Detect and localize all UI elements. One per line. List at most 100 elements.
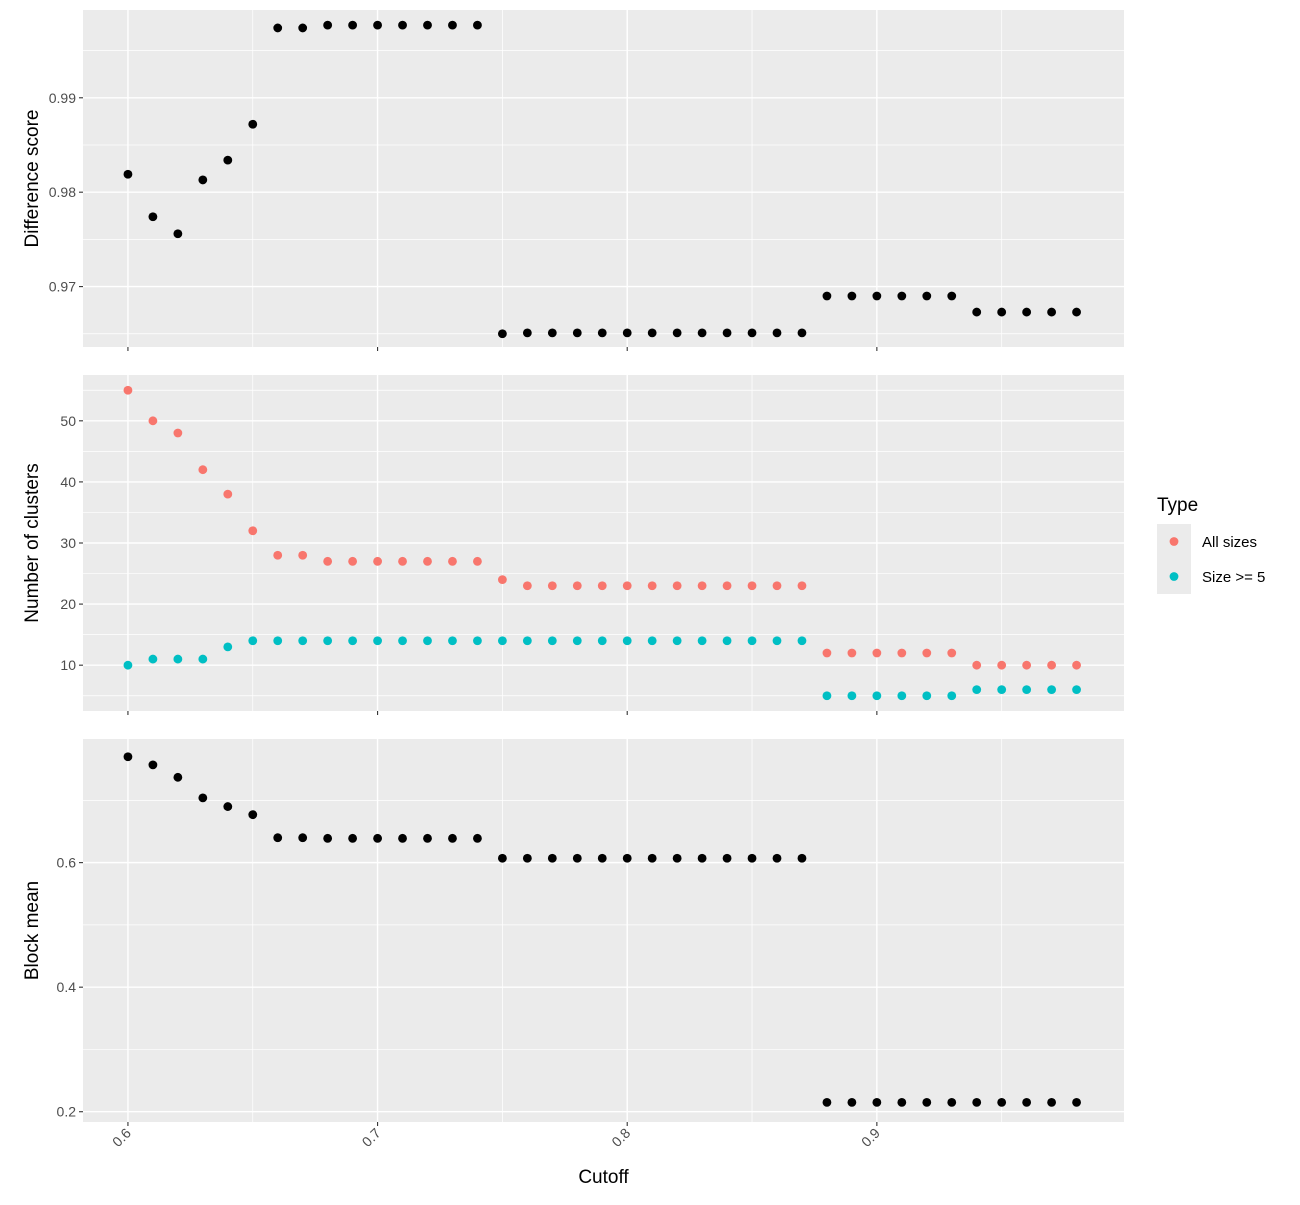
data-point <box>822 291 832 301</box>
data-point <box>747 328 757 338</box>
data-point <box>547 328 557 338</box>
data-point <box>423 556 432 566</box>
data-point <box>547 636 557 646</box>
data-point <box>123 752 133 762</box>
data-point <box>997 685 1007 695</box>
x-tick-label-0-9: 0.9 <box>858 1125 883 1150</box>
y-tick-label-0-2: 0.2 <box>57 1104 77 1120</box>
y-tick-label-0-99: 0.99 <box>49 90 76 106</box>
data-point <box>797 853 807 863</box>
data-point <box>123 660 133 670</box>
y-tick-label-30: 30 <box>60 535 76 551</box>
data-point <box>747 581 757 591</box>
data-point <box>198 175 208 185</box>
data-point <box>497 636 507 646</box>
data-point <box>323 20 333 30</box>
data-point <box>947 291 957 301</box>
data-point <box>922 1097 932 1107</box>
data-point <box>797 328 807 338</box>
data-point <box>123 385 133 395</box>
data-point <box>672 853 682 863</box>
data-point <box>198 654 208 664</box>
data-point <box>398 20 407 30</box>
data-point <box>722 328 732 338</box>
panel-1: 0.97 0.98 0.99 Difference score <box>22 10 1124 351</box>
data-point <box>897 648 907 658</box>
data-point <box>672 328 682 338</box>
data-point <box>348 636 358 646</box>
data-point <box>1022 685 1032 695</box>
data-point <box>897 1097 907 1107</box>
data-point <box>173 654 183 664</box>
data-point <box>997 660 1007 670</box>
legend-key-all-sizes <box>1169 537 1179 546</box>
panel-background <box>83 10 1124 347</box>
data-point <box>1022 307 1032 317</box>
data-point <box>273 23 283 33</box>
data-point <box>423 636 432 646</box>
data-point <box>373 556 382 566</box>
data-point <box>348 556 358 566</box>
data-point <box>348 833 358 843</box>
data-point <box>473 20 482 30</box>
data-point <box>248 526 258 536</box>
series-3-1 <box>123 752 1081 1107</box>
data-point <box>148 212 158 222</box>
data-point <box>622 636 632 646</box>
data-point <box>772 328 782 338</box>
y-tick-label-10: 10 <box>60 657 76 673</box>
data-point <box>872 691 882 701</box>
series-1-1 <box>123 20 1081 339</box>
data-point <box>473 556 482 566</box>
data-point <box>847 691 857 701</box>
data-point <box>897 291 907 301</box>
data-point <box>872 291 882 301</box>
data-point <box>522 328 532 338</box>
data-point <box>722 581 732 591</box>
data-point <box>373 636 382 646</box>
data-point <box>173 428 183 438</box>
data-point <box>772 853 782 863</box>
data-point <box>248 636 258 646</box>
legend: Type All sizes Size >= 5 <box>1157 495 1265 594</box>
x-axis-title: Cutoff <box>578 1167 629 1188</box>
data-point <box>298 550 308 560</box>
data-point <box>647 581 657 591</box>
data-point <box>572 328 582 338</box>
legend-title: Type <box>1157 495 1198 516</box>
data-point <box>997 1097 1007 1107</box>
data-point <box>922 691 932 701</box>
data-point <box>323 833 333 843</box>
data-point <box>348 20 358 30</box>
y-tick-label-0-97: 0.97 <box>49 279 76 295</box>
data-point <box>847 291 857 301</box>
data-point <box>198 465 208 475</box>
data-point <box>373 20 382 30</box>
data-point <box>547 853 557 863</box>
data-point <box>1022 1097 1032 1107</box>
data-point <box>672 581 682 591</box>
data-point <box>248 119 258 129</box>
legend-key-size-5 <box>1169 572 1179 581</box>
panel-background <box>83 739 1124 1122</box>
data-point <box>198 793 208 803</box>
data-point <box>148 654 158 664</box>
data-point <box>298 636 308 646</box>
data-point <box>223 155 233 165</box>
data-point <box>572 636 582 646</box>
x-tick-label-0-8: 0.8 <box>608 1125 633 1150</box>
legend-label: Size >= 5 <box>1202 569 1265 586</box>
data-point <box>597 853 607 863</box>
data-point <box>847 1097 857 1107</box>
data-point <box>373 833 382 843</box>
y-tick-label-20: 20 <box>60 596 76 612</box>
data-point <box>1047 685 1057 695</box>
data-point <box>622 853 632 863</box>
data-point <box>522 636 532 646</box>
x-tick-label-0-6: 0.6 <box>109 1125 134 1150</box>
data-point <box>148 416 158 426</box>
data-point <box>872 1097 882 1107</box>
legend-label: All sizes <box>1202 534 1257 551</box>
